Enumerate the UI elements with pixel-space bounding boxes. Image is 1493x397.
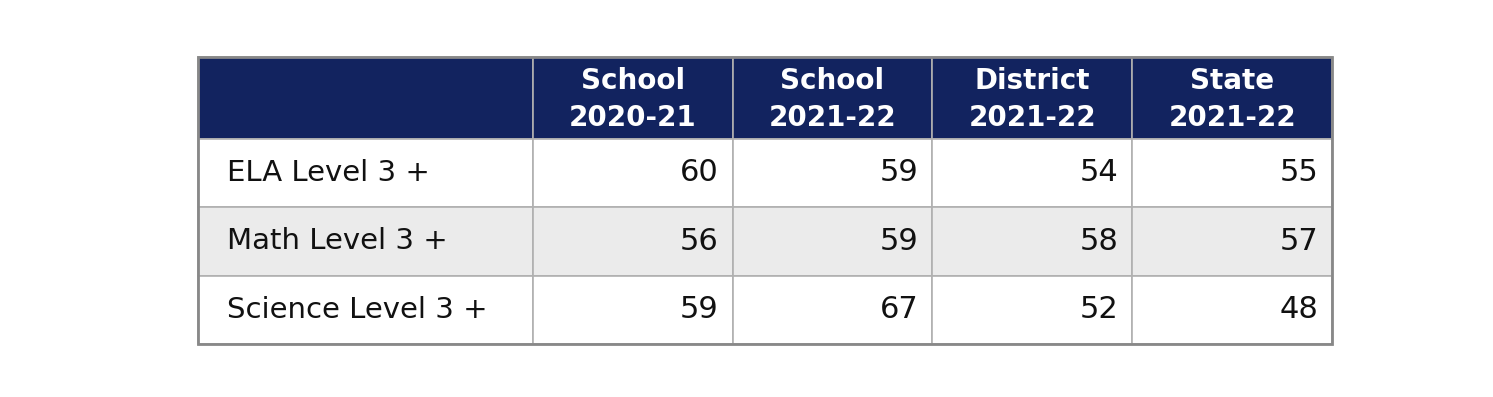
Text: 60: 60 bbox=[679, 158, 718, 187]
Bar bbox=[199, 276, 533, 344]
Bar bbox=[1132, 57, 1332, 139]
Bar bbox=[1132, 139, 1332, 207]
Text: Science Level 3 +: Science Level 3 + bbox=[227, 296, 488, 324]
Text: School: School bbox=[781, 67, 884, 95]
Text: District: District bbox=[975, 67, 1090, 95]
Text: School: School bbox=[581, 67, 685, 95]
Text: 59: 59 bbox=[879, 158, 918, 187]
Text: 56: 56 bbox=[679, 227, 718, 256]
Bar bbox=[533, 276, 733, 344]
Bar bbox=[533, 207, 733, 276]
Text: ELA Level 3 +: ELA Level 3 + bbox=[227, 159, 430, 187]
Bar bbox=[533, 139, 733, 207]
Bar bbox=[933, 139, 1132, 207]
Text: 67: 67 bbox=[879, 295, 918, 324]
Bar bbox=[199, 207, 533, 276]
Text: Math Level 3 +: Math Level 3 + bbox=[227, 227, 448, 255]
Text: 52: 52 bbox=[1079, 295, 1118, 324]
Bar bbox=[1132, 276, 1332, 344]
Text: 2020-21: 2020-21 bbox=[569, 104, 696, 132]
Text: 59: 59 bbox=[879, 227, 918, 256]
Bar bbox=[933, 276, 1132, 344]
Text: 48: 48 bbox=[1280, 295, 1318, 324]
Text: 55: 55 bbox=[1280, 158, 1318, 187]
Text: 2021-22: 2021-22 bbox=[1169, 104, 1296, 132]
Text: State: State bbox=[1190, 67, 1274, 95]
Bar bbox=[1132, 207, 1332, 276]
Bar bbox=[933, 57, 1132, 139]
Text: 2021-22: 2021-22 bbox=[769, 104, 896, 132]
Text: 58: 58 bbox=[1079, 227, 1118, 256]
Bar bbox=[533, 57, 733, 139]
Bar bbox=[199, 139, 533, 207]
Bar bbox=[733, 276, 933, 344]
Bar bbox=[933, 207, 1132, 276]
Text: 59: 59 bbox=[679, 295, 718, 324]
Text: 57: 57 bbox=[1280, 227, 1318, 256]
Text: 54: 54 bbox=[1079, 158, 1118, 187]
Bar bbox=[199, 57, 533, 139]
Bar bbox=[733, 207, 933, 276]
Bar bbox=[733, 57, 933, 139]
Bar bbox=[733, 139, 933, 207]
Text: 2021-22: 2021-22 bbox=[969, 104, 1096, 132]
